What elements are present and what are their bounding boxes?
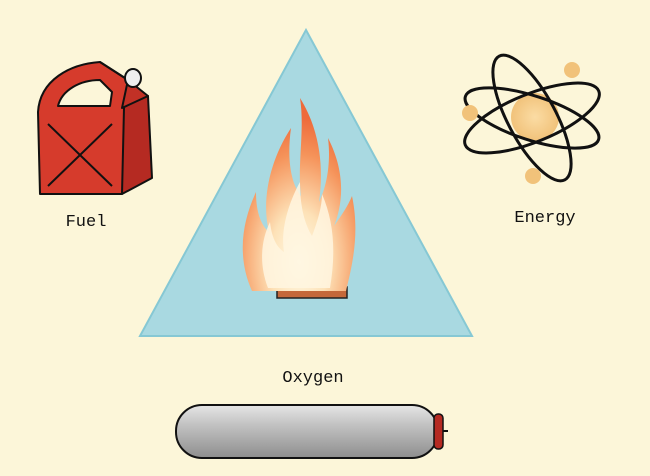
page: Fuel Energy Oxygen (() => { const data =… — [0, 0, 650, 476]
node-label: Oxygen — [282, 369, 343, 388]
fuel-can-icon — [38, 62, 152, 194]
fire-triangle-diagram: Fuel Energy Oxygen — [0, 0, 650, 476]
oxygen-tank-icon — [176, 405, 448, 458]
node-label: Energy — [514, 209, 575, 228]
node-label: Fuel — [66, 213, 107, 232]
